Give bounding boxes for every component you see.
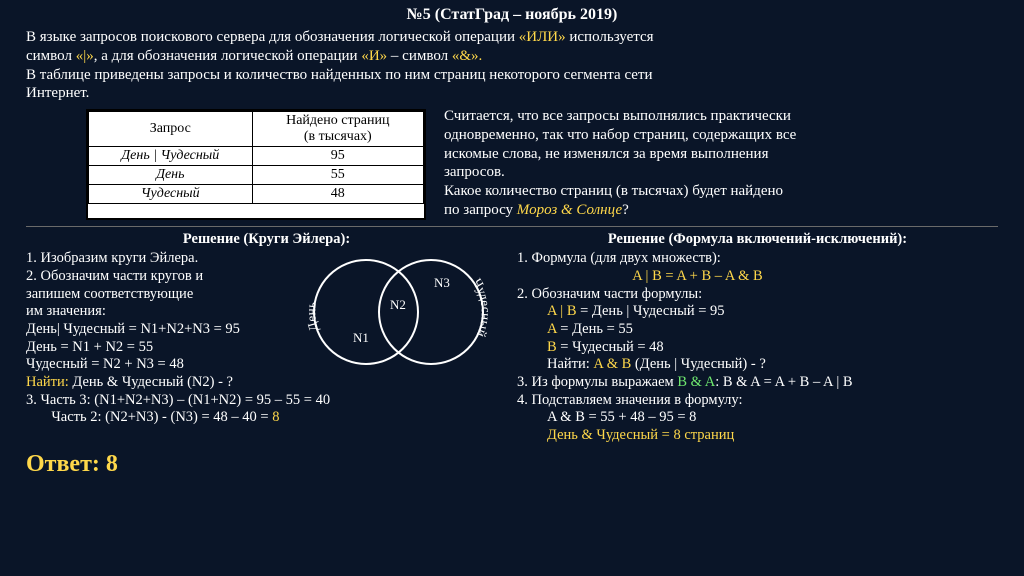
intro-pipe: «|» bbox=[76, 48, 94, 64]
note-line: ? bbox=[622, 202, 629, 218]
formula-line: Найти: A & B (День | Чудесный) - ? bbox=[517, 356, 998, 374]
note-line: искомые слова, не изменялся за время вып… bbox=[444, 146, 768, 162]
query-table: Запрос Найдено страниц (в тысячах) День … bbox=[86, 109, 426, 220]
intro-text: , а для обозначения логической операции bbox=[94, 48, 362, 64]
divider bbox=[26, 226, 998, 227]
venn-n2: N2 bbox=[390, 297, 406, 312]
formula: A | B = A + B – A & B bbox=[517, 268, 998, 286]
find-line: Найти: День & Чудесный (N2) - ? bbox=[26, 374, 507, 392]
intro-and: «И» bbox=[361, 48, 387, 64]
table-cell: 55 bbox=[252, 166, 423, 185]
table-row: День55 bbox=[89, 166, 424, 185]
intro-text: – символ bbox=[387, 48, 452, 64]
venn-n3: N3 bbox=[434, 275, 450, 290]
venn-diagram: День Чудесный N1 N2 N3 bbox=[286, 247, 506, 377]
table-header: Запрос bbox=[89, 112, 253, 147]
val: = Чудесный = 48 bbox=[557, 339, 664, 355]
solution-euler: Решение (Круги Эйлера): 1. Изобразим кру… bbox=[26, 231, 507, 445]
step: 2. Обозначим части формулы: bbox=[517, 286, 998, 304]
intro-amp: «&». bbox=[452, 48, 482, 64]
step: 1. Формула (для двух множеств): bbox=[517, 250, 998, 268]
note-line: запросов. bbox=[444, 164, 505, 180]
table-header-row: Запрос Найдено страниц (в тысячах) bbox=[89, 112, 424, 147]
formula-result: День & Чудесный = 8 страниц bbox=[517, 427, 998, 445]
problem-title: №5 (СтатГрад – ноябрь 2019) bbox=[26, 6, 998, 24]
note-query: Мороз & Солнце bbox=[517, 202, 622, 218]
step: 3. Из формулы выражаем B & A: B & A = A … bbox=[517, 374, 998, 392]
step: 4. Подставляем значения в формулу: bbox=[517, 392, 998, 410]
note-line: Считается, что все запросы выполнялись п… bbox=[444, 108, 791, 124]
table-cell: Чудесный bbox=[89, 185, 253, 204]
answer: Ответ: 8 bbox=[26, 451, 998, 478]
var: B & A bbox=[677, 374, 715, 390]
step-text: Часть 2: (N2+N3) - (N3) = 48 – 40 = bbox=[26, 409, 272, 425]
problem-note: Считается, что все запросы выполнялись п… bbox=[444, 107, 998, 220]
formula-line: B = Чудесный = 48 bbox=[517, 339, 998, 357]
note-line: одновременно, так что набор страниц, сод… bbox=[444, 127, 796, 143]
step-text: : B & A = A + B – A | B bbox=[715, 374, 852, 390]
solution-formula: Решение (Формула включений-исключений): … bbox=[517, 231, 998, 445]
table-row: День | Чудесный95 bbox=[89, 147, 424, 166]
find-label: Найти: bbox=[547, 356, 593, 372]
note-line: по запросу bbox=[444, 202, 517, 218]
table-header-line: (в тысячах) bbox=[304, 129, 372, 144]
intro-text: Интернет. bbox=[26, 85, 89, 101]
solutions: Решение (Круги Эйлера): 1. Изобразим кру… bbox=[26, 231, 998, 445]
intro-text: В языке запросов поискового сервера для … bbox=[26, 29, 519, 45]
find-label: Найти: bbox=[26, 374, 69, 390]
var: A & B bbox=[593, 356, 631, 372]
table-cell: День bbox=[89, 166, 253, 185]
venn-label-right: Чудесный bbox=[470, 275, 494, 339]
solution-heading: Решение (Формула включений-исключений): bbox=[517, 231, 998, 249]
venn-n1: N1 bbox=[353, 330, 369, 345]
intro-text: В таблице приведены запросы и количество… bbox=[26, 67, 653, 83]
var: B bbox=[547, 339, 557, 355]
intro-text: используется bbox=[566, 29, 654, 45]
step: Часть 2: (N2+N3) - (N3) = 48 – 40 = 8 bbox=[26, 409, 507, 427]
venn-label-left: День bbox=[303, 300, 321, 332]
intro-or: «ИЛИ» bbox=[519, 29, 566, 45]
svg-text:День: День bbox=[303, 300, 321, 332]
row-table-note: Запрос Найдено страниц (в тысячах) День … bbox=[26, 107, 998, 220]
table-row: Чудесный48 bbox=[89, 185, 424, 204]
problem-intro: В языке запросов поискового сервера для … bbox=[26, 28, 998, 103]
table-header: Найдено страниц (в тысячах) bbox=[252, 112, 423, 147]
formula-line: A | B = День | Чудесный = 95 bbox=[517, 303, 998, 321]
val: = День = 55 bbox=[557, 321, 633, 337]
svg-text:Чудесный: Чудесный bbox=[470, 275, 494, 339]
intro-text: символ bbox=[26, 48, 76, 64]
step-result: 8 bbox=[272, 409, 279, 425]
val: (День | Чудесный) - ? bbox=[631, 356, 765, 372]
table-cell: День | Чудесный bbox=[89, 147, 253, 166]
val: = День | Чудесный = 95 bbox=[577, 303, 725, 319]
var: A bbox=[547, 321, 557, 337]
step-text: 3. Из формулы выражаем bbox=[517, 374, 677, 390]
table-header-line: Найдено страниц bbox=[286, 113, 389, 128]
note-line: Какое количество страниц (в тысячах) буд… bbox=[444, 183, 783, 199]
find-text: День & Чудесный (N2) - ? bbox=[69, 374, 233, 390]
step: 3. Часть 3: (N1+N2+N3) – (N1+N2) = 95 – … bbox=[26, 392, 507, 410]
formula-line: A & B = 55 + 48 – 95 = 8 bbox=[517, 409, 998, 427]
formula-line: A = День = 55 bbox=[517, 321, 998, 339]
var: A | B bbox=[547, 303, 577, 319]
table-cell: 95 bbox=[252, 147, 423, 166]
table-cell: 48 bbox=[252, 185, 423, 204]
slide: №5 (СтатГрад – ноябрь 2019) В языке запр… bbox=[0, 0, 1024, 488]
